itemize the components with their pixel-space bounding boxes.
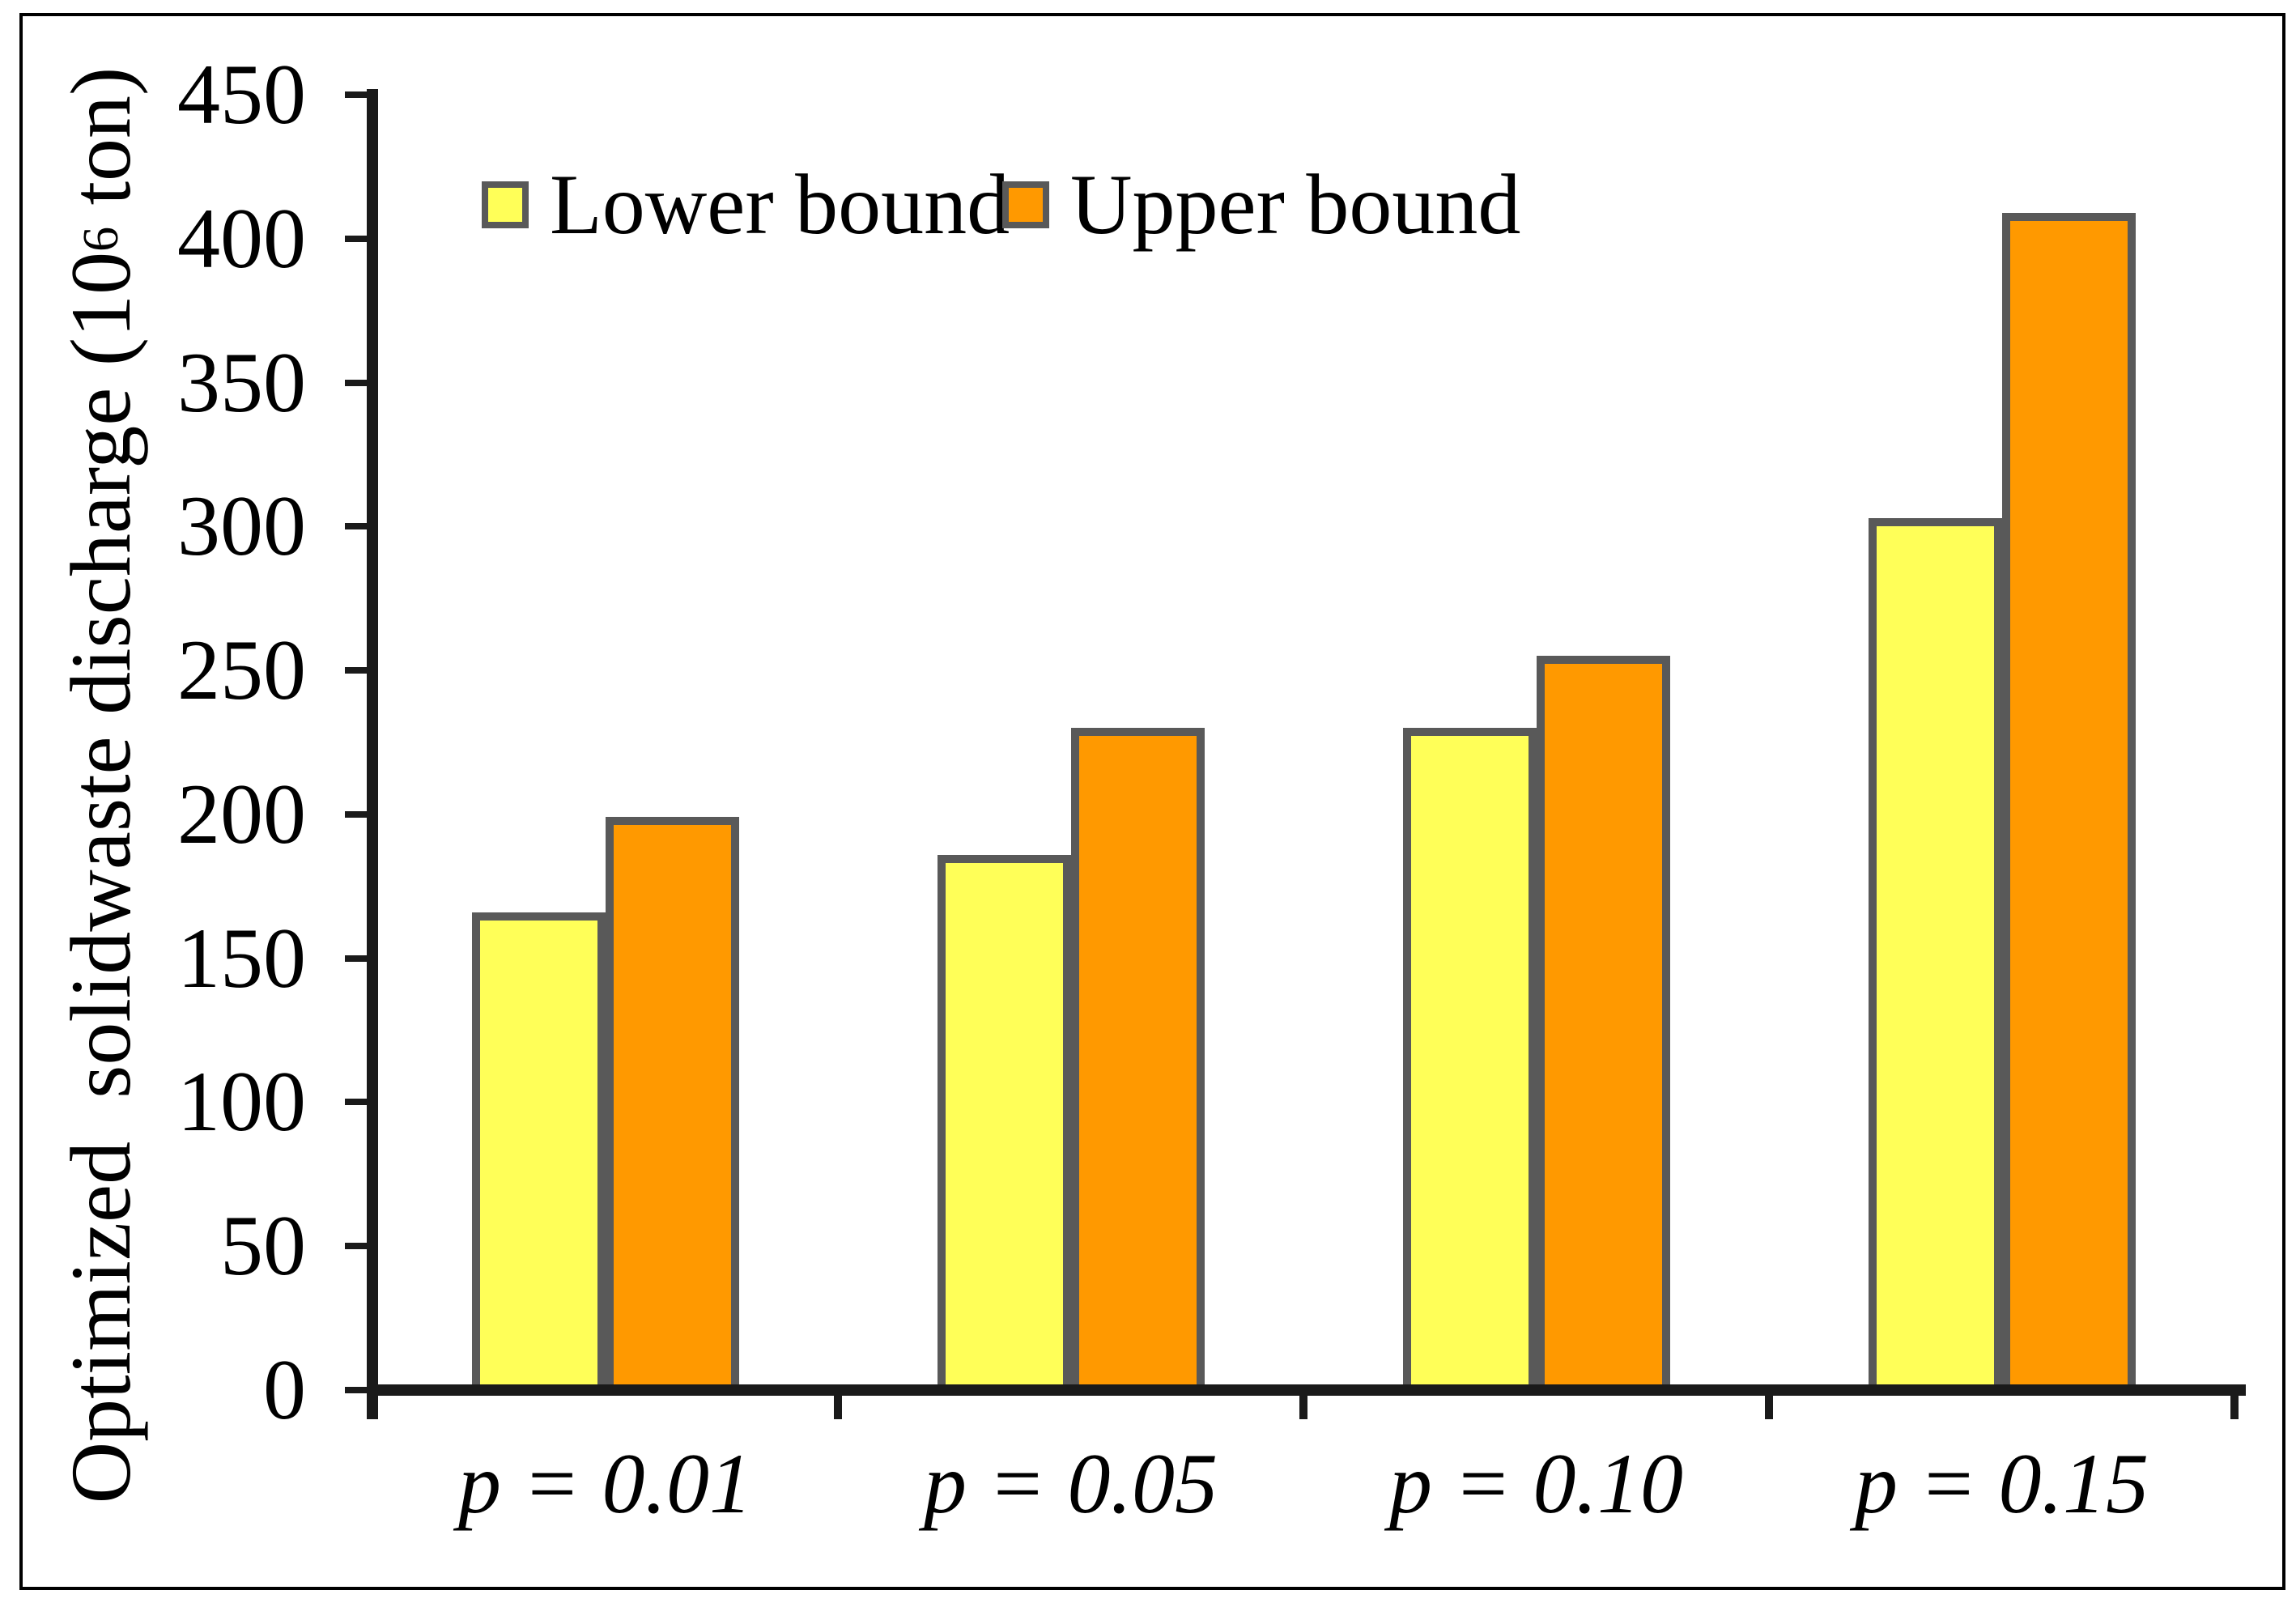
y-axis-tick-label-200: 200 bbox=[177, 766, 306, 861]
x-axis-category-label-p=0.15: p = 0.15 bbox=[1854, 1436, 2149, 1531]
y-axis-title-text: Optimized solidwaste discharge (10 bbox=[53, 251, 148, 1504]
y-axis-tick-label-150: 150 bbox=[177, 910, 306, 1006]
bar-lower-bound-p=0.05 bbox=[937, 855, 1071, 1390]
legend-item-lower-bound: Lower bound bbox=[482, 157, 1010, 252]
y-axis-tick-250 bbox=[345, 667, 372, 674]
y-axis-tick-label-450: 450 bbox=[177, 47, 306, 142]
bar-upper-bound-p=0.10 bbox=[1536, 656, 1670, 1390]
bar-upper-bound-p=0.05 bbox=[1070, 728, 1205, 1390]
y-axis-tick-label-100: 100 bbox=[177, 1054, 306, 1150]
y-axis-tick-300 bbox=[345, 523, 372, 530]
y-axis-tick-label-0: 0 bbox=[263, 1342, 306, 1437]
y-axis-tick-100 bbox=[345, 1099, 372, 1106]
x-axis-category-label-p=0.10: p = 0.10 bbox=[1388, 1436, 1684, 1531]
y-axis-tick-label-50: 50 bbox=[220, 1198, 306, 1294]
legend-label-upper-bound: Upper bound bbox=[1070, 157, 1521, 252]
y-axis-tick-50 bbox=[345, 1243, 372, 1250]
y-axis-tick-label-400: 400 bbox=[177, 190, 306, 286]
y-axis-tick-0 bbox=[345, 1387, 372, 1393]
legend-swatch-upper-bound bbox=[1002, 181, 1049, 228]
bar-upper-bound-p=0.15 bbox=[2001, 213, 2136, 1390]
x-axis-category-label-p=0.01: p = 0.01 bbox=[457, 1436, 753, 1531]
y-axis-tick-label-350: 350 bbox=[177, 334, 306, 430]
y-axis-tick-150 bbox=[345, 955, 372, 962]
x-axis-category-label-p=0.05: p = 0.05 bbox=[923, 1436, 1218, 1531]
bar-lower-bound-p=0.15 bbox=[1868, 518, 2002, 1390]
y-axis-tick-200 bbox=[345, 810, 372, 818]
y-axis-tick-400 bbox=[345, 235, 372, 242]
x-axis-tick-2 bbox=[1299, 1390, 1307, 1419]
legend-label-lower-bound: Lower bound bbox=[550, 157, 1010, 252]
bar-upper-bound-p=0.01 bbox=[605, 817, 739, 1390]
bar-lower-bound-p=0.01 bbox=[471, 912, 606, 1390]
bar-lower-bound-p=0.10 bbox=[1402, 728, 1537, 1390]
x-axis-tick-1 bbox=[834, 1390, 842, 1419]
x-axis-tick-4 bbox=[2230, 1390, 2239, 1419]
y-axis-tick-450 bbox=[345, 91, 372, 98]
legend-item-upper-bound: Upper bound bbox=[1002, 157, 1521, 252]
y-axis-tick-label-250: 250 bbox=[177, 623, 306, 718]
x-axis-tick-3 bbox=[1765, 1390, 1773, 1419]
y-axis-line bbox=[367, 89, 378, 1419]
y-axis-tick-350 bbox=[345, 379, 372, 386]
legend-swatch-lower-bound bbox=[482, 181, 529, 228]
y-axis-tick-label-300: 300 bbox=[177, 478, 306, 574]
figure-frame bbox=[19, 13, 2285, 1590]
